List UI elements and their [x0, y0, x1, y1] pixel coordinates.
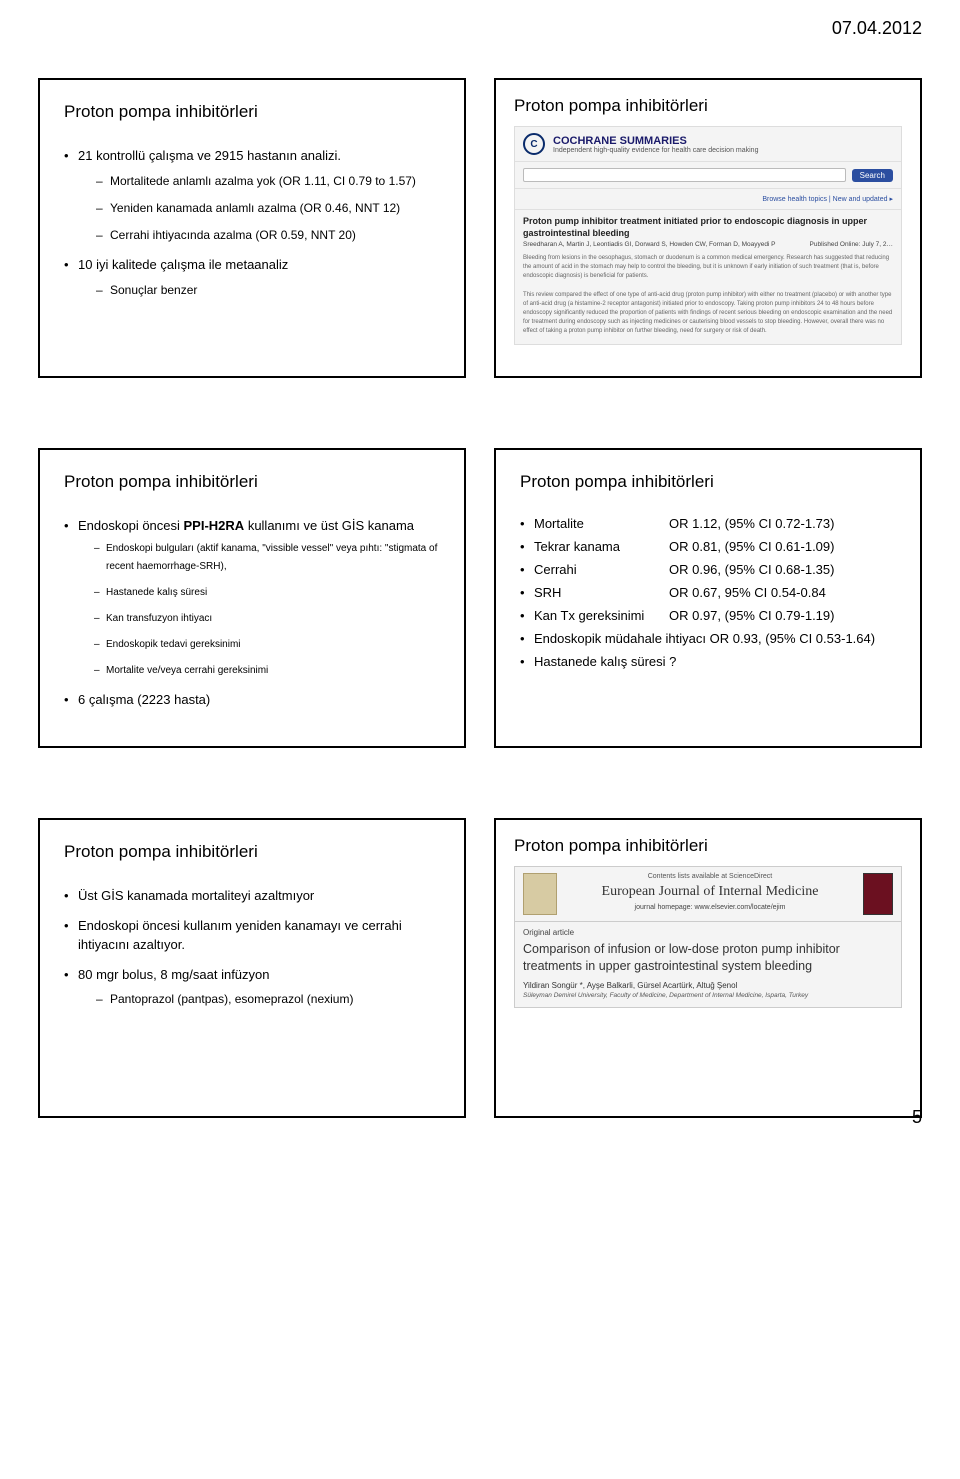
contents-line: Contents lists available at ScienceDirec… — [557, 873, 863, 880]
slide-2: Proton pompa inhibitörleri C COCHRANE SU… — [494, 78, 922, 378]
stat-key: Kan Tx gereksinimi — [534, 608, 669, 623]
stat-val: OR 0.67, 95% CI 0.54-0.84 — [669, 585, 826, 600]
stat-row: Cerrahi OR 0.96, (95% CI 0.68-1.35) — [520, 562, 896, 577]
cochrane-tagline: Independent high-quality evidence for he… — [553, 147, 758, 154]
t: Endoskopi öncesi kullanım yeniden kanama… — [78, 918, 402, 953]
stat-key: Tekrar kanama — [534, 539, 669, 554]
slide-5: Proton pompa inhibitörleri Üst GİS kanam… — [38, 818, 466, 1118]
stat-key: Cerrahi — [534, 562, 669, 577]
bullet: 80 mgr bolus, 8 mg/saat infüzyon Pantopr… — [64, 965, 440, 1010]
sub-bullet: Kan transfuzyon ihtiyacı — [94, 610, 440, 628]
article-section: Original article — [515, 922, 901, 937]
stat-row: Kan Tx gereksinimi OR 0.97, (95% CI 0.79… — [520, 608, 896, 623]
sub-bullet: Pantoprazol (pantpas), esomeprazol (nexi… — [96, 990, 440, 1009]
stat-key: Mortalite — [534, 516, 669, 531]
t: Cerrahi ihtiyacında azalma (OR 0.59, NNT… — [110, 228, 356, 242]
article-authors: Yildiran Songür *, Ayşe Balkarli, Gürsel… — [515, 981, 901, 992]
page-number: 5 — [912, 1107, 922, 1128]
t: Endoskopik tedavi gereksinimi — [106, 639, 241, 650]
stat-val: OR 0.97, (95% CI 0.79-1.19) — [669, 608, 834, 623]
sub-bullet: Hastanede kalış süresi — [94, 584, 440, 602]
t: Endoskopi bulguları (aktif kanama, "viss… — [106, 543, 437, 572]
slide-1: Proton pompa inhibitörleri 21 kontrollü … — [38, 78, 466, 378]
slide-title: Proton pompa inhibitörleri — [64, 472, 440, 492]
search-input[interactable] — [523, 168, 846, 182]
t: Hastanede kalış süresi — [106, 587, 207, 598]
cochrane-header: C COCHRANE SUMMARIES Independent high-qu… — [515, 127, 901, 162]
t: 80 mgr bolus, 8 mg/saat infüzyon — [78, 967, 270, 982]
cochrane-pubdate: Published Online: July 7, 2… — [810, 241, 893, 248]
stats-block: Mortalite OR 1.12, (95% CI 0.72-1.73) Te… — [520, 516, 896, 669]
cochrane-screenshot: C COCHRANE SUMMARIES Independent high-qu… — [514, 126, 902, 345]
elsevier-logo-icon — [523, 873, 557, 915]
t: Üst GİS kanamada mortaliteyi azaltmıyor — [78, 888, 314, 903]
sub-bullet: Endoskopi bulguları (aktif kanama, "viss… — [94, 540, 440, 576]
browse-link[interactable]: Browse health topics | New and updated ▸ — [762, 195, 893, 203]
slide-3: Proton pompa inhibitörleri Endoskopi önc… — [38, 448, 466, 748]
bullet: 21 kontrollü çalışma ve 2915 hastanın an… — [64, 146, 440, 245]
sub-bullet: Mortalitede anlamlı azalma yok (OR 1.11,… — [96, 172, 440, 191]
stat-line: Endoskopik müdahale ihtiyacı OR 0.93, (9… — [534, 631, 875, 646]
sub-bullet: Cerrahi ihtiyacında azalma (OR 0.59, NNT… — [96, 226, 440, 245]
article-title: Comparison of infusion or low-dose proto… — [515, 937, 901, 981]
t: Kan transfuzyon ihtiyacı — [106, 613, 212, 624]
bullet: Üst GİS kanamada mortaliteyi azaltmıyor — [64, 886, 440, 906]
bullet: 10 iyi kalitede çalışma ile metaanaliz S… — [64, 255, 440, 300]
cochrane-browse-row: Browse health topics | New and updated ▸ — [515, 189, 901, 210]
slide-grid: Proton pompa inhibitörleri 21 kontrollü … — [38, 78, 922, 1118]
elsevier-screenshot: Contents lists available at ScienceDirec… — [514, 866, 902, 1008]
sub-bullet: Sonuçlar benzer — [96, 281, 440, 300]
bullet-text: 21 kontrollü çalışma ve 2915 hastanın an… — [78, 148, 341, 163]
stat-row: Hastanede kalış süresi ? — [520, 654, 896, 669]
bullet: Endoskopi öncesi PPI-H2RA kullanımı ve ü… — [64, 516, 440, 680]
sub-bullet: Endoskopik tedavi gereksinimi — [94, 636, 440, 654]
t: Mortalite ve/veya cerrahi gereksinimi — [106, 665, 268, 676]
slide-title: Proton pompa inhibitörleri — [64, 102, 440, 122]
search-button[interactable]: Search — [852, 169, 893, 182]
stat-val: OR 1.12, (95% CI 0.72-1.73) — [669, 516, 834, 531]
stat-val: OR 0.96, (95% CI 0.68-1.35) — [669, 562, 834, 577]
cochrane-authors: Sreedharan A, Martin J, Leontiadis GI, D… — [523, 241, 776, 248]
journal-name: European Journal of Internal Medicine — [557, 884, 863, 900]
journal-cover-icon — [863, 873, 893, 915]
stat-line: Hastanede kalış süresi ? — [534, 654, 676, 669]
cochrane-logo-icon: C — [523, 133, 545, 155]
slide-title: Proton pompa inhibitörleri — [514, 96, 902, 116]
sub-bullet: Mortalite ve/veya cerrahi gereksinimi — [94, 662, 440, 680]
bullet-text: 10 iyi kalitede çalışma ile metaanaliz — [78, 257, 288, 272]
t: Mortalitede anlamlı azalma yok (OR 1.11,… — [110, 174, 416, 188]
stat-row: Endoskopik müdahale ihtiyacı OR 0.93, (9… — [520, 631, 896, 646]
stat-row: Mortalite OR 1.12, (95% CI 0.72-1.73) — [520, 516, 896, 531]
bullet: Endoskopi öncesi kullanım yeniden kanama… — [64, 916, 440, 955]
t: 6 çalışma (2223 hasta) — [78, 692, 210, 707]
article-affiliation: Süleyman Demirel University, Faculty of … — [515, 992, 901, 1007]
slide-6: Proton pompa inhibitörleri Contents list… — [494, 818, 922, 1118]
stat-key: SRH — [534, 585, 669, 600]
page-date: 07.04.2012 — [832, 18, 922, 39]
slide-title: Proton pompa inhibitörleri — [520, 472, 896, 492]
cochrane-para2: This review compared the effect of one t… — [515, 289, 901, 344]
stat-val: OR 0.81, (95% CI 0.61-1.09) — [669, 539, 834, 554]
cochrane-brand: COCHRANE SUMMARIES — [553, 135, 758, 147]
journal-homepage: journal homepage: www.elsevier.com/locat… — [557, 904, 863, 911]
elsevier-header: Contents lists available at ScienceDirec… — [515, 867, 901, 922]
cochrane-meta: Sreedharan A, Martin J, Leontiadis GI, D… — [515, 241, 901, 252]
t: Yeniden kanamada anlamlı azalma (OR 0.46… — [110, 201, 400, 215]
cochrane-para1: Bleeding from lesions in the oesophagus,… — [515, 252, 901, 289]
page: 07.04.2012 Proton pompa inhibitörleri 21… — [0, 0, 960, 1148]
stat-row: SRH OR 0.67, 95% CI 0.54-0.84 — [520, 585, 896, 600]
slide-title: Proton pompa inhibitörleri — [64, 842, 440, 862]
cochrane-article-title: Proton pump inhibitor treatment initiate… — [515, 210, 901, 241]
t: Pantoprazol (pantpas), esomeprazol (nexi… — [110, 992, 353, 1006]
slide-4: Proton pompa inhibitörleri Mortalite OR … — [494, 448, 922, 748]
bullet: 6 çalışma (2223 hasta) — [64, 690, 440, 710]
sub-bullet: Yeniden kanamada anlamlı azalma (OR 0.46… — [96, 199, 440, 218]
t: Sonuçlar benzer — [110, 283, 197, 297]
slide-title: Proton pompa inhibitörleri — [514, 836, 902, 856]
cochrane-search-row: Search — [515, 162, 901, 189]
stat-row: Tekrar kanama OR 0.81, (95% CI 0.61-1.09… — [520, 539, 896, 554]
